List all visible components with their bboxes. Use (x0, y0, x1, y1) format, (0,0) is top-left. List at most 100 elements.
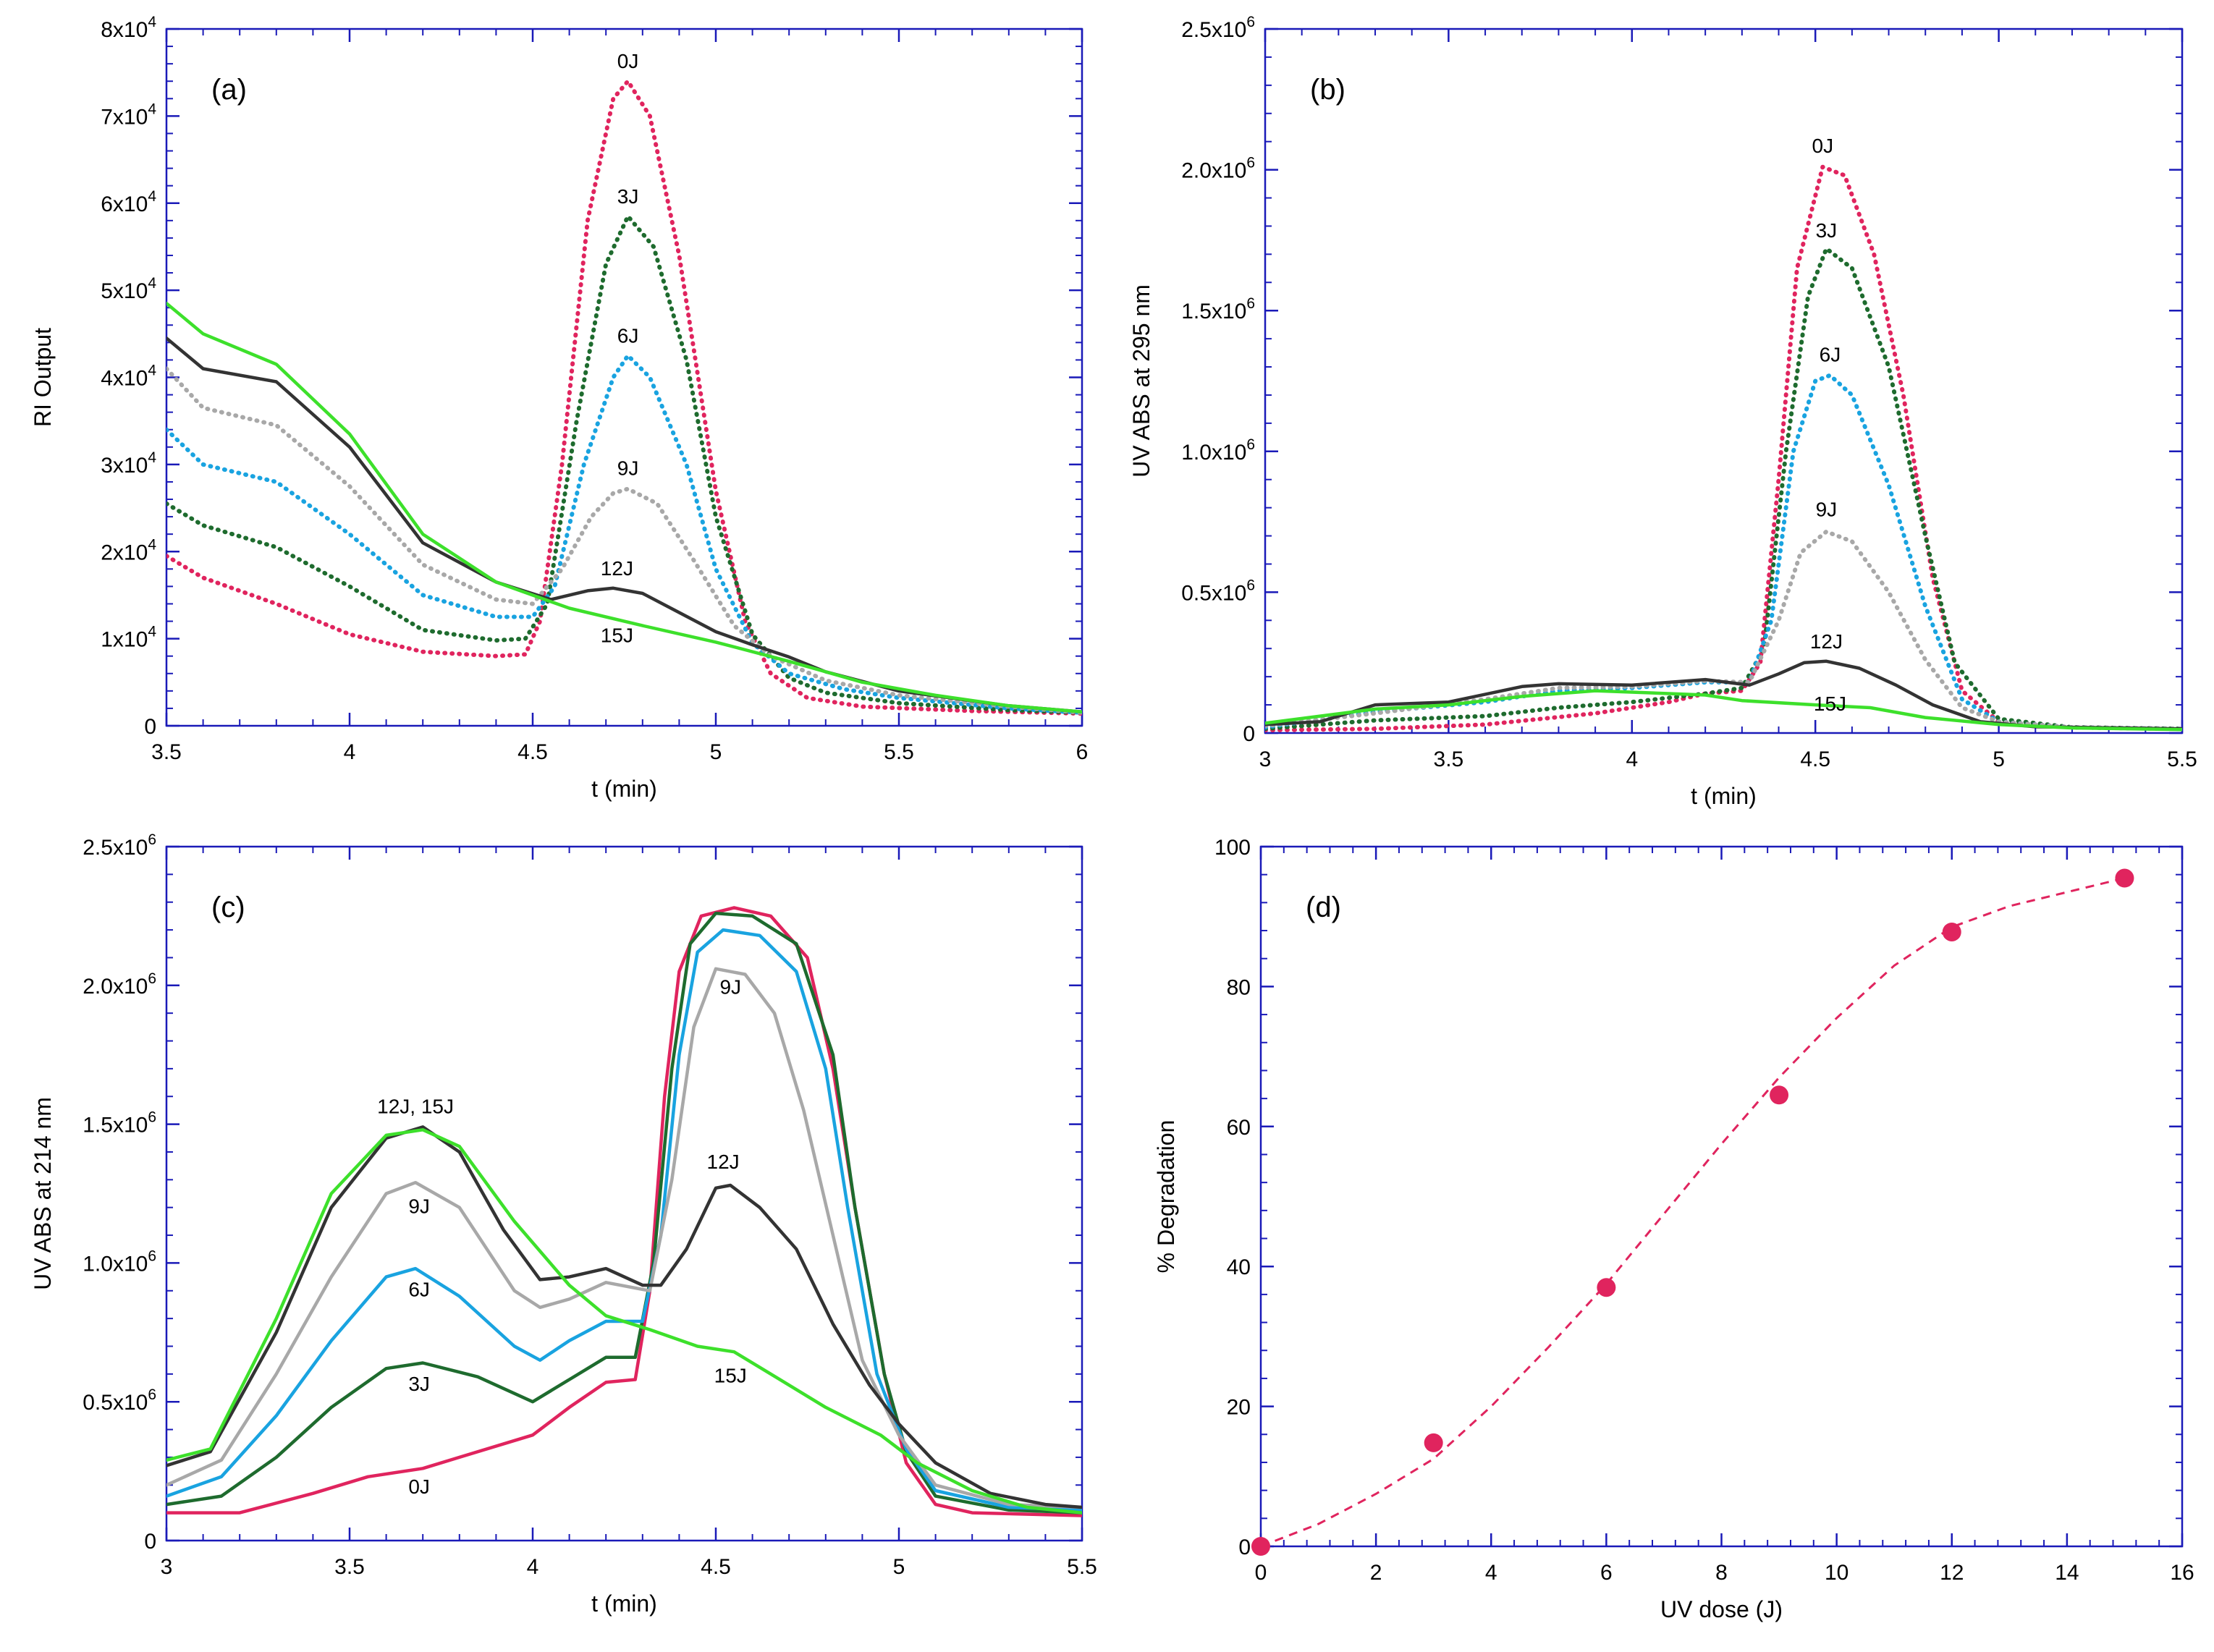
y-tick-exponent: 4 (148, 449, 156, 466)
panel-label: (d) (1306, 891, 1341, 923)
curve-label: 15J (1814, 692, 1846, 715)
y-tick-exponent: 4 (148, 14, 156, 30)
y-tick-exponent: 6 (1246, 14, 1255, 30)
series-line-3j (1265, 246, 2182, 732)
series-line-12j (166, 1125, 1082, 1509)
series-line-6j (166, 353, 1082, 715)
data-layer (1261, 877, 2125, 1546)
x-tick-label: 6 (1600, 1561, 1613, 1585)
y-tick-exponent: 4 (148, 624, 156, 640)
plot-frame (1264, 27, 2184, 734)
x-tick-label: 4 (1626, 747, 1638, 771)
y-tick-label: 2.0x106 (1181, 155, 1255, 183)
y-tick-label: 6x104 (101, 188, 156, 216)
data-layer (1265, 164, 2182, 733)
y-tick-base: 2.5x10 (1181, 18, 1246, 42)
panel-label: (a) (211, 74, 247, 106)
curve-label: 6J (617, 324, 639, 347)
x-tick-label: 0 (1255, 1561, 1267, 1585)
data-point (2115, 868, 2134, 888)
chart-panel-a: 3.5 4 4.5 5 5.5 601x1042x1043x1044x1045x1046x… (30, 14, 1088, 802)
curve-label: 12J (707, 1151, 740, 1173)
x-tick-label: 5 (710, 740, 722, 764)
y-tick-exponent: 6 (148, 970, 156, 987)
series-line-0j (166, 906, 1082, 1517)
x-axis-label: UV dose (J) (1660, 1596, 1783, 1622)
curve-label: 15J (601, 624, 633, 646)
curve-label: 0J (617, 50, 639, 72)
y-tick-exponent: 6 (1246, 577, 1255, 593)
y-tick-base: 1.0x10 (83, 1252, 148, 1276)
y-tick-exponent: 4 (148, 363, 156, 379)
y-tick-base: 3x10 (101, 454, 148, 478)
y-tick-base: 100 (1214, 836, 1251, 860)
curve-label: 6J (408, 1278, 430, 1300)
series-line-9j (166, 967, 1082, 1509)
y-tick-label: 0 (1243, 722, 1255, 746)
y-tick-label: 7x104 (101, 101, 156, 129)
y-tick-exponent: 4 (148, 536, 156, 553)
x-tick-label: 14 (2055, 1561, 2079, 1585)
curve-label: 9J (408, 1195, 430, 1217)
curve-label: 9J (617, 457, 639, 479)
x-tick-label: 5.5 (1067, 1555, 1097, 1579)
chart-panel-d: 0 2 4 6 8 10 12 14 16 0 20 40 60 80 100 UV dose (J) % De… (1153, 836, 2194, 1622)
x-tick-label: 4 (527, 1555, 539, 1579)
x-axis-label: t (min) (591, 1590, 657, 1617)
y-tick-base: 1.5x10 (1181, 300, 1246, 323)
y-tick-label: 5x104 (101, 275, 156, 303)
x-tick-label: 4 (1485, 1561, 1497, 1585)
y-tick-base: 8x10 (101, 18, 148, 42)
y-axis-label: % Degradation (1153, 1120, 1179, 1274)
y-tick-label: 20 (1227, 1396, 1251, 1420)
series-line-15j (166, 1128, 1082, 1515)
series-line-6j (1265, 373, 2182, 732)
y-tick-label: 0.5x106 (1181, 577, 1255, 605)
x-tick-label: 3.5 (151, 740, 182, 764)
x-tick-label: 3 (1259, 747, 1272, 771)
x-tick-label: 6 (1076, 740, 1089, 764)
x-tick-label: 16 (2170, 1561, 2194, 1585)
y-tick-base: 1.5x10 (83, 1114, 148, 1138)
y-axis-label: UV ABS at 295 nm (1128, 284, 1154, 478)
curve-label: 0J (408, 1475, 430, 1498)
plot-frame (1259, 845, 2184, 1548)
y-tick-base: 2.5x10 (83, 836, 148, 860)
curve-label: 12J, 15J (377, 1095, 454, 1117)
panel-label: (b) (1310, 74, 1345, 106)
plot-frame (165, 845, 1083, 1542)
y-tick-label: 80 (1227, 975, 1251, 999)
series-line-15j (166, 301, 1082, 713)
x-tick-label: 2 (1370, 1561, 1382, 1585)
y-tick-base: 0 (1238, 1535, 1251, 1559)
y-tick-label: 1.0x106 (1181, 436, 1255, 465)
y-axis-label: RI Output (30, 328, 56, 427)
y-tick-label: 2x104 (101, 536, 156, 564)
curve-label: 12J (601, 557, 633, 580)
y-tick-exponent: 6 (1246, 155, 1255, 171)
curve-label: 12J (1810, 630, 1843, 653)
series-line-9j (1265, 529, 2182, 732)
curve-label: 3J (1816, 219, 1838, 242)
y-tick-exponent: 4 (148, 101, 156, 117)
y-tick-label: 1.0x106 (83, 1248, 156, 1276)
series-line-15j (1265, 689, 2182, 732)
y-tick-base: 1.0x10 (1181, 441, 1246, 465)
curve-label: 3J (408, 1373, 430, 1395)
series-line-3j (166, 911, 1082, 1515)
x-axis-label: t (min) (591, 776, 657, 802)
trend-line (1261, 877, 2125, 1546)
y-tick-base: 2.0x10 (83, 975, 148, 999)
y-tick-base: 40 (1227, 1255, 1251, 1279)
data-point (1251, 1537, 1270, 1556)
series-line-9j (166, 366, 1082, 715)
y-tick-base: 80 (1227, 975, 1251, 999)
x-tick-label: 3.5 (1434, 747, 1464, 771)
x-tick-label: 3 (161, 1555, 173, 1579)
y-tick-exponent: 6 (148, 831, 156, 848)
y-tick-label: 0 (144, 715, 156, 739)
y-tick-label: 2.0x106 (83, 970, 156, 999)
data-point (1424, 1433, 1443, 1452)
x-tick-label: 8 (1715, 1561, 1728, 1585)
series-line-6j (166, 928, 1082, 1512)
